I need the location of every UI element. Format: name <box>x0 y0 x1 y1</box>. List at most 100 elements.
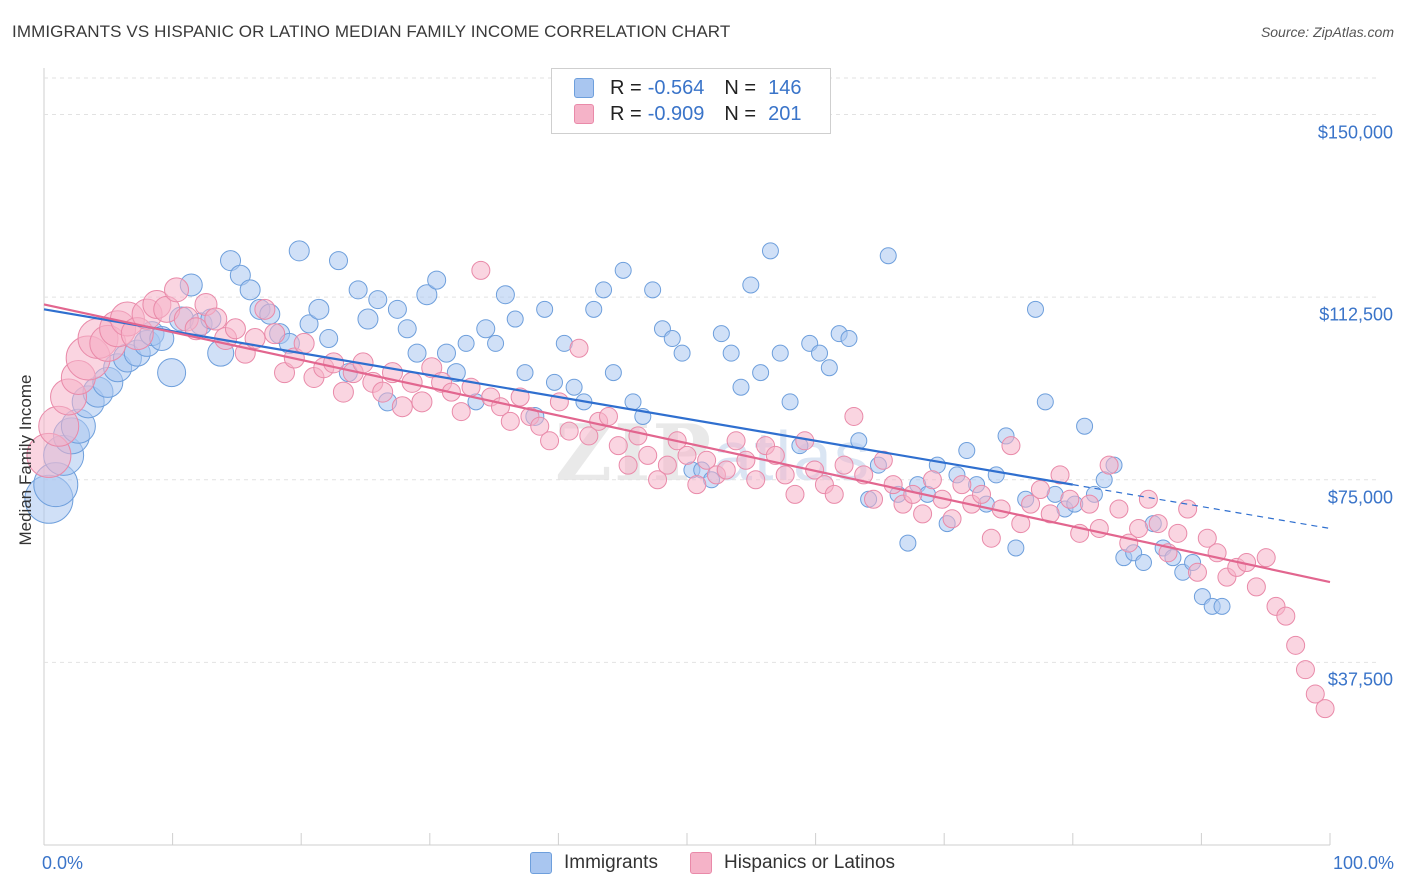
legend-swatch-hispanics <box>574 104 594 124</box>
trend-line-immigrants <box>43 308 1073 486</box>
immigrants-point <box>368 290 388 310</box>
hispanic-point <box>1040 504 1060 524</box>
y-tick-label: $150,000 <box>1317 122 1393 143</box>
immigrants-point <box>811 344 829 362</box>
hispanic-point <box>608 436 628 456</box>
series-name-hispanics: Hispanics or Latinos <box>723 852 896 873</box>
immigrants-point <box>781 393 799 411</box>
hispanic-point <box>775 465 795 485</box>
immigrants-point <box>958 442 976 460</box>
immigrants-point <box>1076 417 1094 435</box>
immigrants-point <box>732 378 750 396</box>
hispanic-point <box>1148 514 1168 534</box>
hispanic-point <box>628 426 648 446</box>
hispanic-point <box>726 431 746 451</box>
hispanic-point <box>883 475 903 495</box>
legend-n-value: 146 <box>768 76 802 99</box>
immigrants-point <box>595 281 613 299</box>
hispanic-point <box>1050 465 1070 485</box>
hispanic-point <box>1138 489 1158 509</box>
legend-r-label: R = <box>610 76 642 99</box>
legend-r-value: -0.564 <box>647 76 705 99</box>
immigrants-point <box>644 281 662 299</box>
immigrants-point <box>614 261 632 279</box>
legend-n-value: 201 <box>768 102 802 125</box>
immigrants-point <box>1213 597 1231 615</box>
immigrants-point <box>436 343 456 363</box>
hispanic-point <box>264 323 286 345</box>
trend-line-hispanics <box>43 303 1331 584</box>
series-swatch-immigrants <box>530 852 552 874</box>
hispanic-point <box>972 484 992 504</box>
hispanic-point <box>952 475 972 495</box>
hispanic-point <box>530 416 550 436</box>
hispanic-point <box>648 470 668 490</box>
hispanic-point <box>224 318 246 340</box>
hispanic-point <box>332 381 354 403</box>
immigrants-point <box>487 334 505 352</box>
hispanic-point <box>697 450 717 470</box>
hispanic-point <box>1168 523 1188 543</box>
legend-row-hispanics: R = -0.909 N = 201 <box>574 102 801 126</box>
immigrants-point <box>387 299 407 319</box>
series-legend-immigrants: Immigrants <box>530 852 658 874</box>
hispanic-point <box>569 338 589 358</box>
y-axis-label: Median Family Income <box>16 374 35 546</box>
hispanic-point <box>1305 684 1325 704</box>
hispanic-point <box>204 307 228 331</box>
hispanic-point <box>391 396 413 418</box>
hispanic-point <box>1079 494 1099 514</box>
immigrants-point <box>565 378 583 396</box>
hispanic-point <box>471 260 491 280</box>
immigrants-point <box>752 364 770 382</box>
immigrants-point <box>397 319 417 339</box>
immigrants-point <box>495 285 515 305</box>
immigrants-point <box>820 359 838 377</box>
hispanic-point <box>598 406 618 426</box>
hispanic-point <box>1187 562 1207 582</box>
hispanic-point <box>372 381 394 403</box>
immigrants-point <box>329 251 349 271</box>
hispanic-point <box>540 431 560 451</box>
immigrants-point <box>308 298 330 320</box>
hispanic-point <box>1089 518 1109 538</box>
source-credit: Source: ZipAtlas.com <box>1260 24 1394 40</box>
chart-title: IMMIGRANTS VS HISPANIC OR LATINO MEDIAN … <box>12 22 731 41</box>
hispanic-point <box>746 470 766 490</box>
legend-n-label: N = <box>724 76 757 99</box>
immigrants-point <box>319 329 339 349</box>
hispanic-point <box>1295 660 1315 680</box>
hispanic-point <box>274 362 296 384</box>
hispanic-point <box>765 445 785 465</box>
immigrants-point <box>879 247 897 265</box>
immigrants-point <box>416 284 438 306</box>
hispanic-point <box>323 352 345 374</box>
immigrants-point <box>407 343 427 363</box>
immigrants-point <box>299 314 319 334</box>
hispanic-point <box>421 357 443 379</box>
hispanic-point <box>716 460 736 480</box>
legend-n-label: N = <box>724 102 757 125</box>
y-tick-label: $37,500 <box>1327 669 1393 690</box>
hispanic-point <box>785 484 805 504</box>
hispanic-point <box>657 455 677 475</box>
legend-row-immigrants: R = -0.564 N = 146 <box>574 76 801 100</box>
hispanic-point <box>1256 548 1276 568</box>
hispanic-point <box>864 489 884 509</box>
immigrants-point <box>457 334 475 352</box>
hispanic-point <box>1060 489 1080 509</box>
immigrants-point <box>1007 539 1025 557</box>
immigrants-point <box>357 308 379 330</box>
legend-swatch-immigrants <box>574 78 594 98</box>
immigrants-point <box>899 534 917 552</box>
immigrants-point <box>545 373 563 391</box>
hispanic-point <box>1129 518 1149 538</box>
immigrants-point <box>506 310 524 328</box>
hispanic-point <box>913 504 933 524</box>
x-tick-min: 0.0% <box>42 853 84 873</box>
hispanic-point <box>411 391 433 413</box>
series-swatch-hispanics <box>689 852 712 874</box>
immigrants-point <box>1026 300 1044 318</box>
immigrants-point <box>761 242 779 260</box>
series-legend: Immigrants Hispanics or Latinos <box>530 852 927 874</box>
